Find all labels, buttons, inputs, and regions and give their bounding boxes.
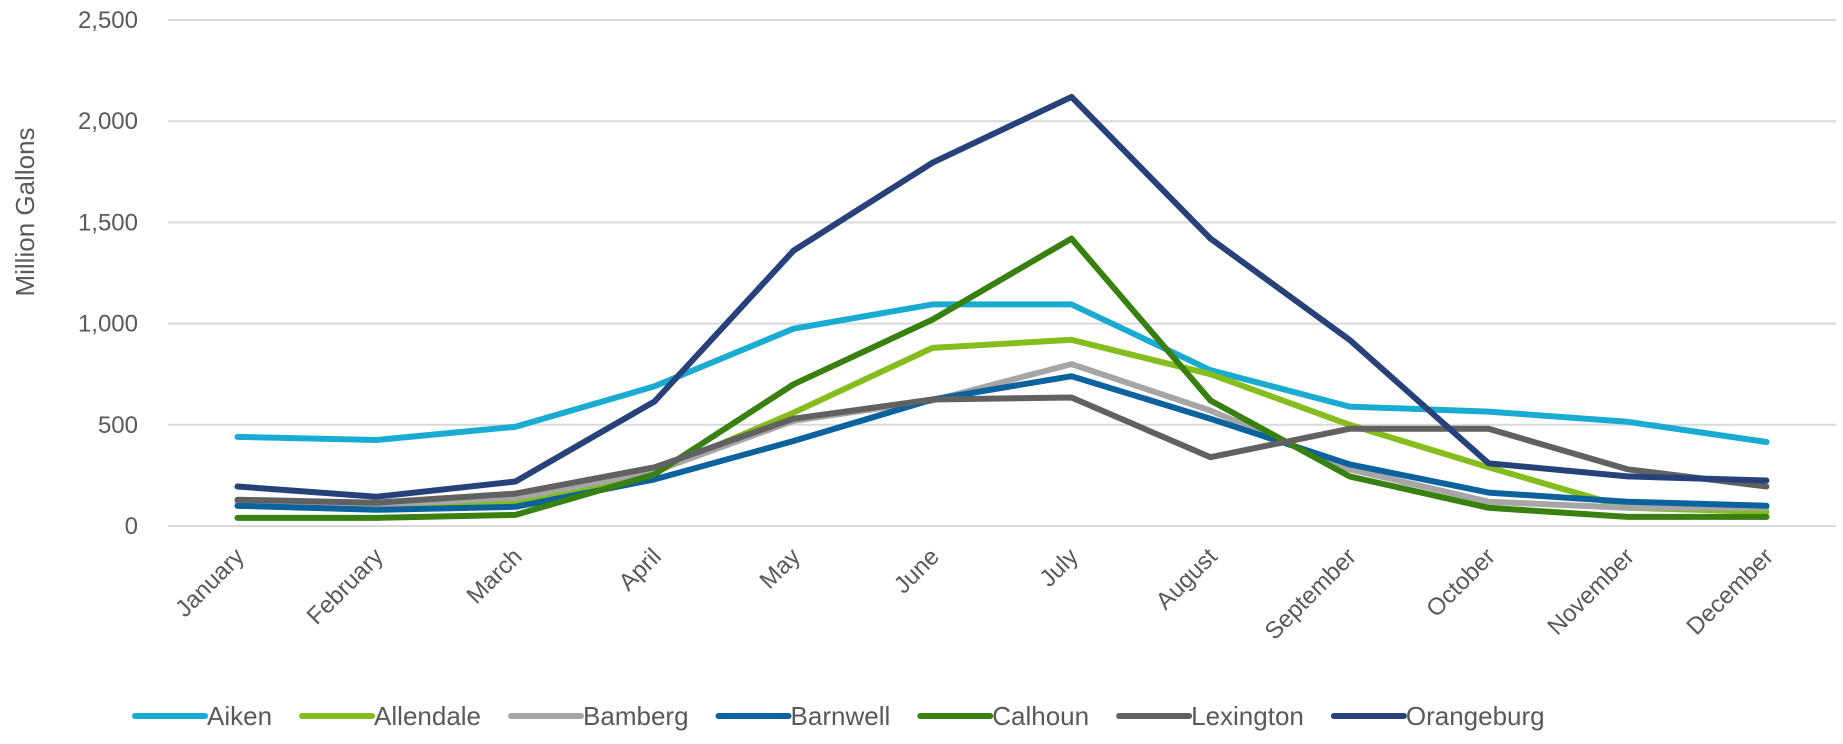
- series-line-lexington: [234, 394, 1770, 506]
- y-tick-label: 1,000: [78, 311, 138, 338]
- series-line-bamberg: [234, 361, 1770, 511]
- x-tick-label: December: [1681, 543, 1778, 640]
- legend-label-allendale: Allendale: [374, 701, 481, 731]
- x-tick-label: September: [1260, 543, 1362, 645]
- series-line-allendale: [234, 336, 1770, 515]
- series-line-barnwell: [234, 373, 1770, 513]
- series-line-aiken: [234, 301, 1770, 445]
- legend: Aiken Allendale Bamberg Barnwell Calhoun Lexi…: [132, 701, 1545, 731]
- y-tick-label: 2,500: [78, 7, 138, 34]
- legend-label-bamberg: Bamberg: [583, 701, 689, 731]
- x-tick-label: April: [614, 543, 667, 596]
- x-tick-label: February: [302, 543, 389, 630]
- legend-label-lexington: Lexington: [1191, 701, 1304, 731]
- x-tick-label: March: [461, 543, 527, 609]
- gridlines: [168, 19, 1836, 527]
- y-tick-label: 2,000: [78, 108, 138, 135]
- x-tick-label: June: [889, 543, 945, 599]
- legend-label-barnwell: Barnwell: [791, 701, 891, 731]
- series-lines: [234, 93, 1770, 521]
- x-axis-tick-labels: January February March April May June July Augu…: [170, 543, 1778, 645]
- x-tick-label: November: [1542, 543, 1639, 640]
- legend-label-aiken: Aiken: [207, 701, 272, 731]
- x-tick-label: July: [1034, 543, 1083, 592]
- x-tick-label: May: [755, 543, 806, 594]
- y-tick-label: 0: [125, 513, 138, 540]
- x-tick-label: January: [170, 543, 249, 622]
- y-axis-tick-labels: 0 500 1,000 1,500 2,000 2,500: [78, 7, 138, 540]
- series-line-calhoun: [234, 235, 1770, 521]
- y-tick-label: 500: [98, 412, 138, 439]
- x-tick-label: October: [1421, 543, 1500, 622]
- x-tick-label: August: [1151, 543, 1223, 615]
- series-line-orangeburg: [234, 93, 1770, 500]
- legend-label-orangeburg: Orangeburg: [1406, 701, 1545, 731]
- y-tick-label: 1,500: [78, 209, 138, 236]
- legend-label-calhoun: Calhoun: [992, 701, 1089, 731]
- y-axis-title: Million Gallons: [10, 127, 40, 296]
